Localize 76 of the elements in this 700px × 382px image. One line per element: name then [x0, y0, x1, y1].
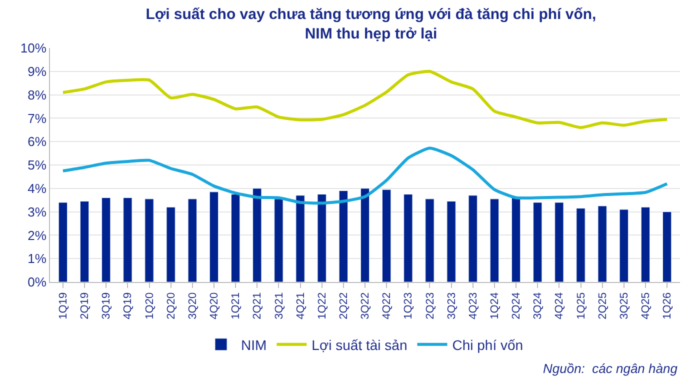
bar: [338, 190, 348, 282]
x-tick-label: 4Q21: [294, 292, 307, 320]
bar: [274, 198, 284, 282]
bar: [425, 198, 434, 282]
x-tick-label: 1Q24: [489, 292, 502, 320]
x-tick-label: 2Q19: [79, 292, 92, 320]
bar: [230, 194, 240, 282]
x-tick-label: 1Q22: [316, 292, 328, 320]
bar: [468, 195, 478, 282]
x-tick-label: 3Q24: [532, 292, 544, 320]
x-tick-label: 2Q24: [510, 292, 523, 320]
y-tick-label: 7%: [28, 110, 47, 126]
x-tick-label: 3Q19: [100, 292, 113, 320]
bar: [188, 198, 197, 282]
bar: [511, 196, 521, 282]
legend-label: NIM: [241, 336, 267, 353]
y-tick-label: 4%: [28, 180, 47, 196]
bar: [662, 212, 672, 282]
y-tick-label: 1%: [28, 251, 47, 266]
x-tick-label: 3Q21: [273, 292, 286, 320]
y-tick-label: 3%: [28, 204, 47, 220]
y-tick-label: 8%: [28, 87, 47, 102]
y-tick-label: 0%: [28, 274, 47, 290]
x-tick-label: 3Q23: [446, 292, 458, 320]
bar: [619, 209, 628, 282]
bar: [382, 189, 392, 282]
bar: [317, 194, 326, 282]
x-tick-label: 2Q22: [338, 292, 350, 320]
bar: [209, 192, 219, 282]
x-tick-label: 1Q20: [144, 292, 156, 320]
line-series: [61, 146, 669, 205]
bar: [598, 206, 607, 282]
bar: [404, 194, 413, 282]
x-tick-label: 2Q21: [252, 292, 264, 320]
x-tick-label: 2Q23: [424, 292, 436, 320]
x-tick-label: 3Q20: [186, 292, 199, 320]
x-tick-label: 2Q20: [165, 292, 178, 320]
bar: [144, 198, 154, 282]
x-tick-label: 1Q25: [575, 292, 588, 320]
y-tick-label: 6%: [28, 134, 47, 150]
y-tick-label: 10%: [20, 40, 47, 56]
text: Nguồn: các ngân hàng: [543, 361, 678, 376]
x-tick-label: 4Q22: [381, 292, 394, 320]
x-tick-label: 1Q21: [230, 292, 242, 320]
x-tick-label: 1Q26: [662, 292, 674, 320]
x-tick-label: 1Q23: [402, 292, 415, 320]
y-tick-label: 9%: [28, 64, 47, 79]
x-tick-label: 3Q25: [618, 292, 630, 320]
y-tick-label: 2%: [28, 228, 47, 243]
bar: [123, 198, 132, 282]
legend-label: Lợi suất tài sản: [312, 336, 408, 353]
bar: [533, 202, 542, 282]
bar: [58, 202, 68, 282]
x-tick-label: 4Q19: [122, 292, 134, 320]
bar: [296, 195, 305, 282]
y-tick-label: 5%: [28, 158, 47, 173]
x-tick-label: 3Q22: [360, 292, 372, 320]
bar: [640, 206, 650, 282]
x-tick-label: 4Q23: [467, 292, 480, 320]
bar: [554, 202, 564, 282]
bar: [446, 201, 456, 282]
bar: [102, 198, 111, 282]
bar: [490, 198, 500, 282]
bar: [576, 208, 586, 282]
bar: [360, 188, 370, 282]
bar: [252, 188, 262, 282]
line-series: [61, 70, 669, 130]
x-tick-label: 2Q25: [596, 292, 609, 320]
x-tick-label: 4Q24: [554, 292, 566, 320]
x-tick-label: 1Q19: [58, 292, 70, 320]
x-tick-label: 4Q20: [208, 292, 221, 320]
bar: [166, 206, 176, 282]
bar: [80, 201, 90, 282]
chart-title: Lợi suất cho vay chưa tăng tương ứng với đà tăng chi phí vốn, NIM thu hẹp trở lại: [146, 6, 596, 43]
x-tick-label: 4Q25: [640, 292, 652, 320]
legend-label: Chi phí vốn: [452, 336, 524, 353]
